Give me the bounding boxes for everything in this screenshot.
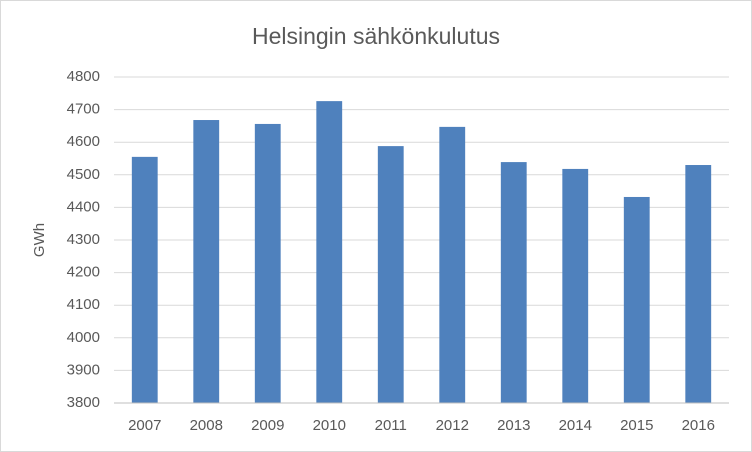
y-tick-label: 3900 xyxy=(67,361,100,378)
bar xyxy=(131,156,158,403)
bar xyxy=(316,101,343,404)
x-tick-label: 2009 xyxy=(251,417,284,434)
y-tick-label: 4800 xyxy=(67,68,100,85)
x-tick-label: 2015 xyxy=(620,417,653,434)
bar xyxy=(685,165,712,403)
y-tick-label: 3800 xyxy=(67,394,100,411)
x-tick-label: 2008 xyxy=(190,417,223,434)
bar xyxy=(439,126,466,404)
y-tick-label: 4700 xyxy=(67,101,100,118)
x-tick-label: 2013 xyxy=(497,417,530,434)
x-tick-label: 2016 xyxy=(682,417,715,434)
y-tick-label: 4000 xyxy=(67,329,100,346)
y-tick-label: 4100 xyxy=(67,296,100,313)
y-axis-label: GWh xyxy=(31,223,48,257)
y-tick-label: 4500 xyxy=(67,166,100,183)
bar xyxy=(623,196,650,403)
bar xyxy=(254,123,281,403)
y-tick-label: 4400 xyxy=(67,198,100,215)
y-tick-label: 4300 xyxy=(67,231,100,248)
bar xyxy=(377,146,404,403)
x-tick-label: 2007 xyxy=(128,417,161,434)
x-tick-label: 2012 xyxy=(436,417,469,434)
x-tick-label: 2010 xyxy=(313,417,346,434)
y-tick-label: 4600 xyxy=(67,133,100,150)
bar xyxy=(193,120,220,404)
x-tick-label: 2014 xyxy=(559,417,592,434)
bar xyxy=(500,162,527,403)
x-tick-label: 2011 xyxy=(375,417,407,434)
chart-title: Helsingin sähkönkulutus xyxy=(252,23,500,49)
y-tick-label: 4200 xyxy=(67,264,100,281)
bar xyxy=(562,168,589,403)
